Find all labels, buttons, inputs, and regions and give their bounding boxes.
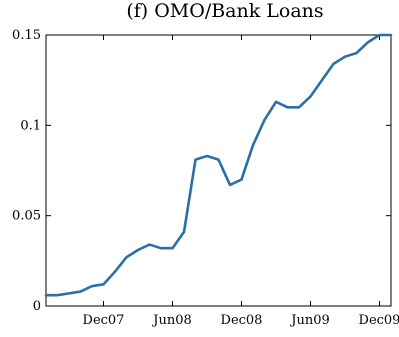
x-tick-label: Dec09 xyxy=(359,313,399,328)
axis-ticks xyxy=(46,34,391,307)
y-tick-label: 0.15 xyxy=(12,28,41,43)
chart-title: (f) OMO/Bank Loans xyxy=(126,0,323,22)
series-layer xyxy=(44,33,393,297)
y-tick-label: 0.1 xyxy=(20,118,41,133)
tick-labels: 0 0.05 0.1 0.15 Dec07 Jun08 Dec08 Jun09 Dec09 xyxy=(12,28,399,328)
x-tick-label: Jun09 xyxy=(289,313,330,328)
plot-frame xyxy=(45,34,392,307)
y-tick-label: 0 xyxy=(33,299,41,314)
y-tick-label: 0.05 xyxy=(12,209,41,224)
x-tick-label: Jun08 xyxy=(151,313,192,328)
x-tick-label: Dec07 xyxy=(83,313,125,328)
x-tick-label: Dec08 xyxy=(221,313,263,328)
series-line xyxy=(44,33,393,297)
